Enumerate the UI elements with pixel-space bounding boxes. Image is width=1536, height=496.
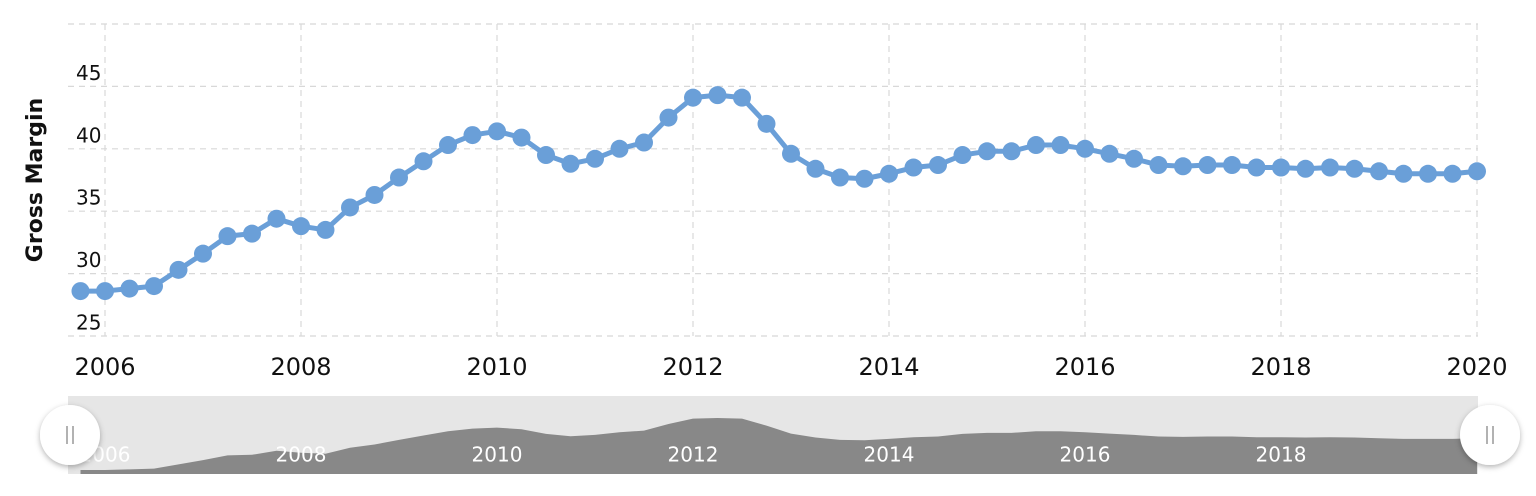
data-point xyxy=(169,260,188,279)
navigator-tick-label: 2010 xyxy=(472,443,523,467)
data-point xyxy=(463,126,482,145)
data-point xyxy=(659,108,678,127)
data-point xyxy=(267,209,286,228)
data-point xyxy=(218,227,237,246)
data-point xyxy=(365,185,384,204)
x-tick-label: 2010 xyxy=(466,353,527,381)
navigator-tick-label: 2008 xyxy=(276,443,327,467)
data-point xyxy=(316,220,335,239)
navigator[interactable]: 2006 2008 2010 2012 2014 2016 2018 xyxy=(40,396,1520,474)
data-point xyxy=(610,139,629,158)
data-point xyxy=(1345,159,1364,178)
plot xyxy=(71,86,1486,301)
data-point xyxy=(120,279,139,298)
data-point xyxy=(1149,156,1168,175)
data-point xyxy=(855,169,874,188)
data-point xyxy=(194,244,212,263)
data-point xyxy=(390,168,408,187)
y-axis-title: Gross Margin xyxy=(23,98,48,262)
data-point xyxy=(806,159,825,178)
x-tick-label: 2006 xyxy=(74,353,135,381)
y-tick-label: 40 xyxy=(76,123,101,147)
navigator-handle[interactable] xyxy=(40,405,100,465)
data-point xyxy=(586,149,604,168)
data-point xyxy=(757,114,776,133)
data-point xyxy=(512,128,531,147)
data-point xyxy=(1272,158,1290,177)
data-point xyxy=(561,154,580,173)
data-point xyxy=(1076,139,1094,158)
x-tick-label: 2020 xyxy=(1446,353,1507,381)
data-point xyxy=(733,88,751,107)
navigator-tick-label: 2016 xyxy=(1060,443,1111,467)
data-point xyxy=(243,224,261,243)
data-point xyxy=(96,282,114,301)
data-point xyxy=(1370,162,1388,181)
data-point xyxy=(1247,158,1266,177)
data-point xyxy=(341,198,359,217)
navigator-tick-label: 2012 xyxy=(668,443,719,467)
data-point xyxy=(684,88,702,107)
data-point xyxy=(978,142,996,161)
x-tick-label: 2008 xyxy=(270,353,331,381)
data-point xyxy=(1198,156,1217,175)
data-point xyxy=(1027,136,1045,155)
data-point xyxy=(1002,142,1021,161)
navigator-tick-label: 2018 xyxy=(1256,443,1307,467)
data-point xyxy=(488,122,506,141)
data-point xyxy=(1100,144,1119,163)
data-point xyxy=(1419,164,1437,183)
data-point xyxy=(537,146,555,165)
data-point xyxy=(414,152,433,171)
data-point xyxy=(1394,164,1413,183)
data-point xyxy=(708,86,727,105)
y-tick-label: 25 xyxy=(76,311,101,335)
data-point xyxy=(145,277,163,296)
data-point xyxy=(1051,136,1070,155)
data-point xyxy=(953,146,972,165)
data-point xyxy=(782,144,800,163)
data-point xyxy=(1296,159,1315,178)
y-tick-label: 30 xyxy=(76,248,101,272)
data-point xyxy=(1174,157,1192,176)
y-tick-label: 35 xyxy=(76,186,101,210)
data-point xyxy=(831,168,849,187)
data-point xyxy=(439,136,457,155)
data-point xyxy=(1321,158,1339,177)
data-point xyxy=(1125,149,1143,168)
data-point xyxy=(880,164,898,183)
y-tick-label: 45 xyxy=(76,61,101,85)
navigator-tick-label: 2014 xyxy=(864,443,915,467)
data-point xyxy=(71,282,90,301)
navigator-handle[interactable] xyxy=(1460,405,1520,465)
x-tick-label: 2016 xyxy=(1054,353,1115,381)
data-point xyxy=(1468,162,1486,181)
data-point xyxy=(929,156,947,175)
x-tick-label: 2012 xyxy=(662,353,723,381)
data-point xyxy=(635,133,653,152)
data-point xyxy=(904,158,923,177)
grid: 25 30 35 40 45 2006 2008 2010 2012 2014 2016 2018 20… xyxy=(68,24,1508,381)
data-point xyxy=(292,217,310,236)
data-point xyxy=(1443,164,1462,183)
series-line xyxy=(80,92,1478,294)
data-point xyxy=(1223,156,1241,175)
x-tick-label: 2018 xyxy=(1250,353,1311,381)
navigator-area xyxy=(80,418,1477,474)
x-tick-label: 2014 xyxy=(858,353,919,381)
